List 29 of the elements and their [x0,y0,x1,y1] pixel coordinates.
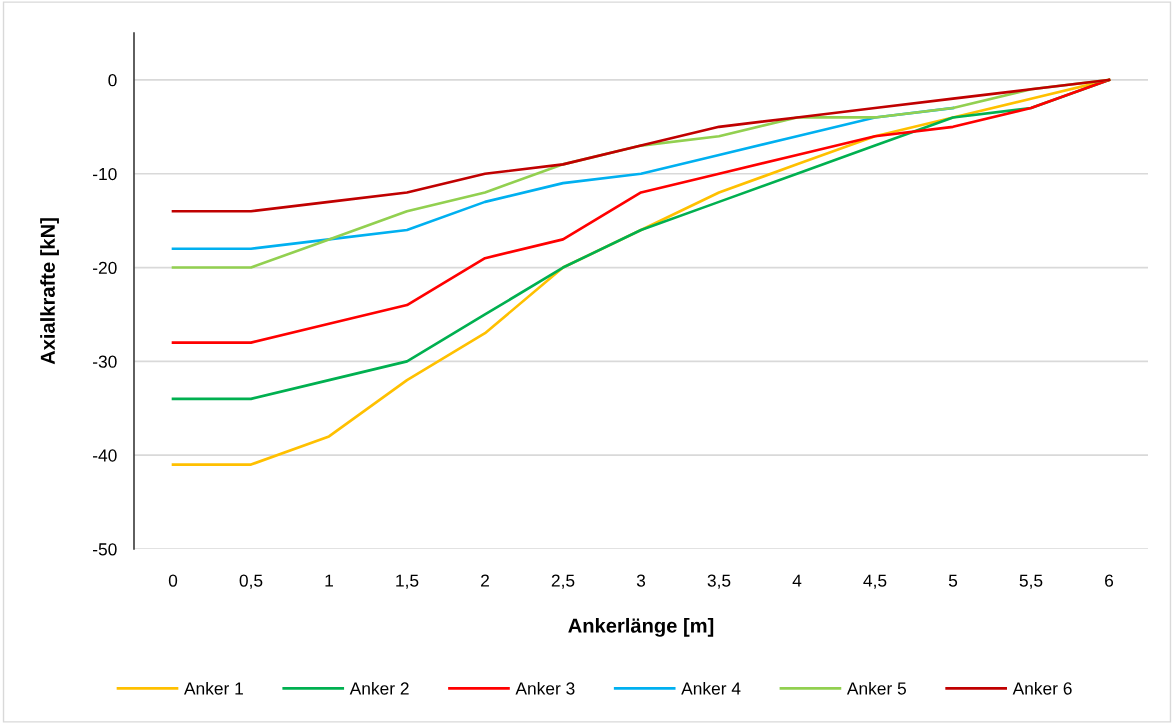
legend-label: Anker 5 [846,681,906,695]
x-tick-label: 4,5 [863,574,887,589]
line-series [171,78,1111,213]
y-tick-label: -50 [93,543,117,556]
x-tick-label: 3,5 [707,574,731,589]
x-tick-label: 6 [1105,574,1114,587]
legend-label: Anker 3 [515,681,575,695]
x-axis-title: Ankerlänge [m] [568,617,714,637]
legend-label: Anker 2 [349,681,409,695]
x-tick-label: 1 [325,574,333,587]
x-tick-label: 5 [948,574,958,587]
legend-label: Anker 1 [184,681,243,695]
y-tick-label: -10 [93,167,117,181]
x-tick-label: 0,5 [239,574,263,589]
legend-label: Anker 6 [1012,681,1072,695]
x-tick-label: 4 [792,574,802,587]
line-series [171,78,1111,344]
legend-label: Anker 4 [681,681,741,695]
x-tick-label: 2 [481,574,489,587]
x-tick-label: 0 [168,574,178,587]
x-tick-label: 2,5 [551,574,575,589]
y-tick-label: -40 [93,449,117,462]
y-tick-label: -20 [93,261,117,275]
y-tick-label: -30 [93,355,117,368]
x-tick-label: 3 [636,574,646,587]
x-tick-label: 1,5 [396,574,419,589]
y-axis-title: Axialkrafte [kN] [40,218,59,365]
x-tick-label: 5,5 [1019,574,1043,589]
y-tick-label: 0 [108,74,117,87]
